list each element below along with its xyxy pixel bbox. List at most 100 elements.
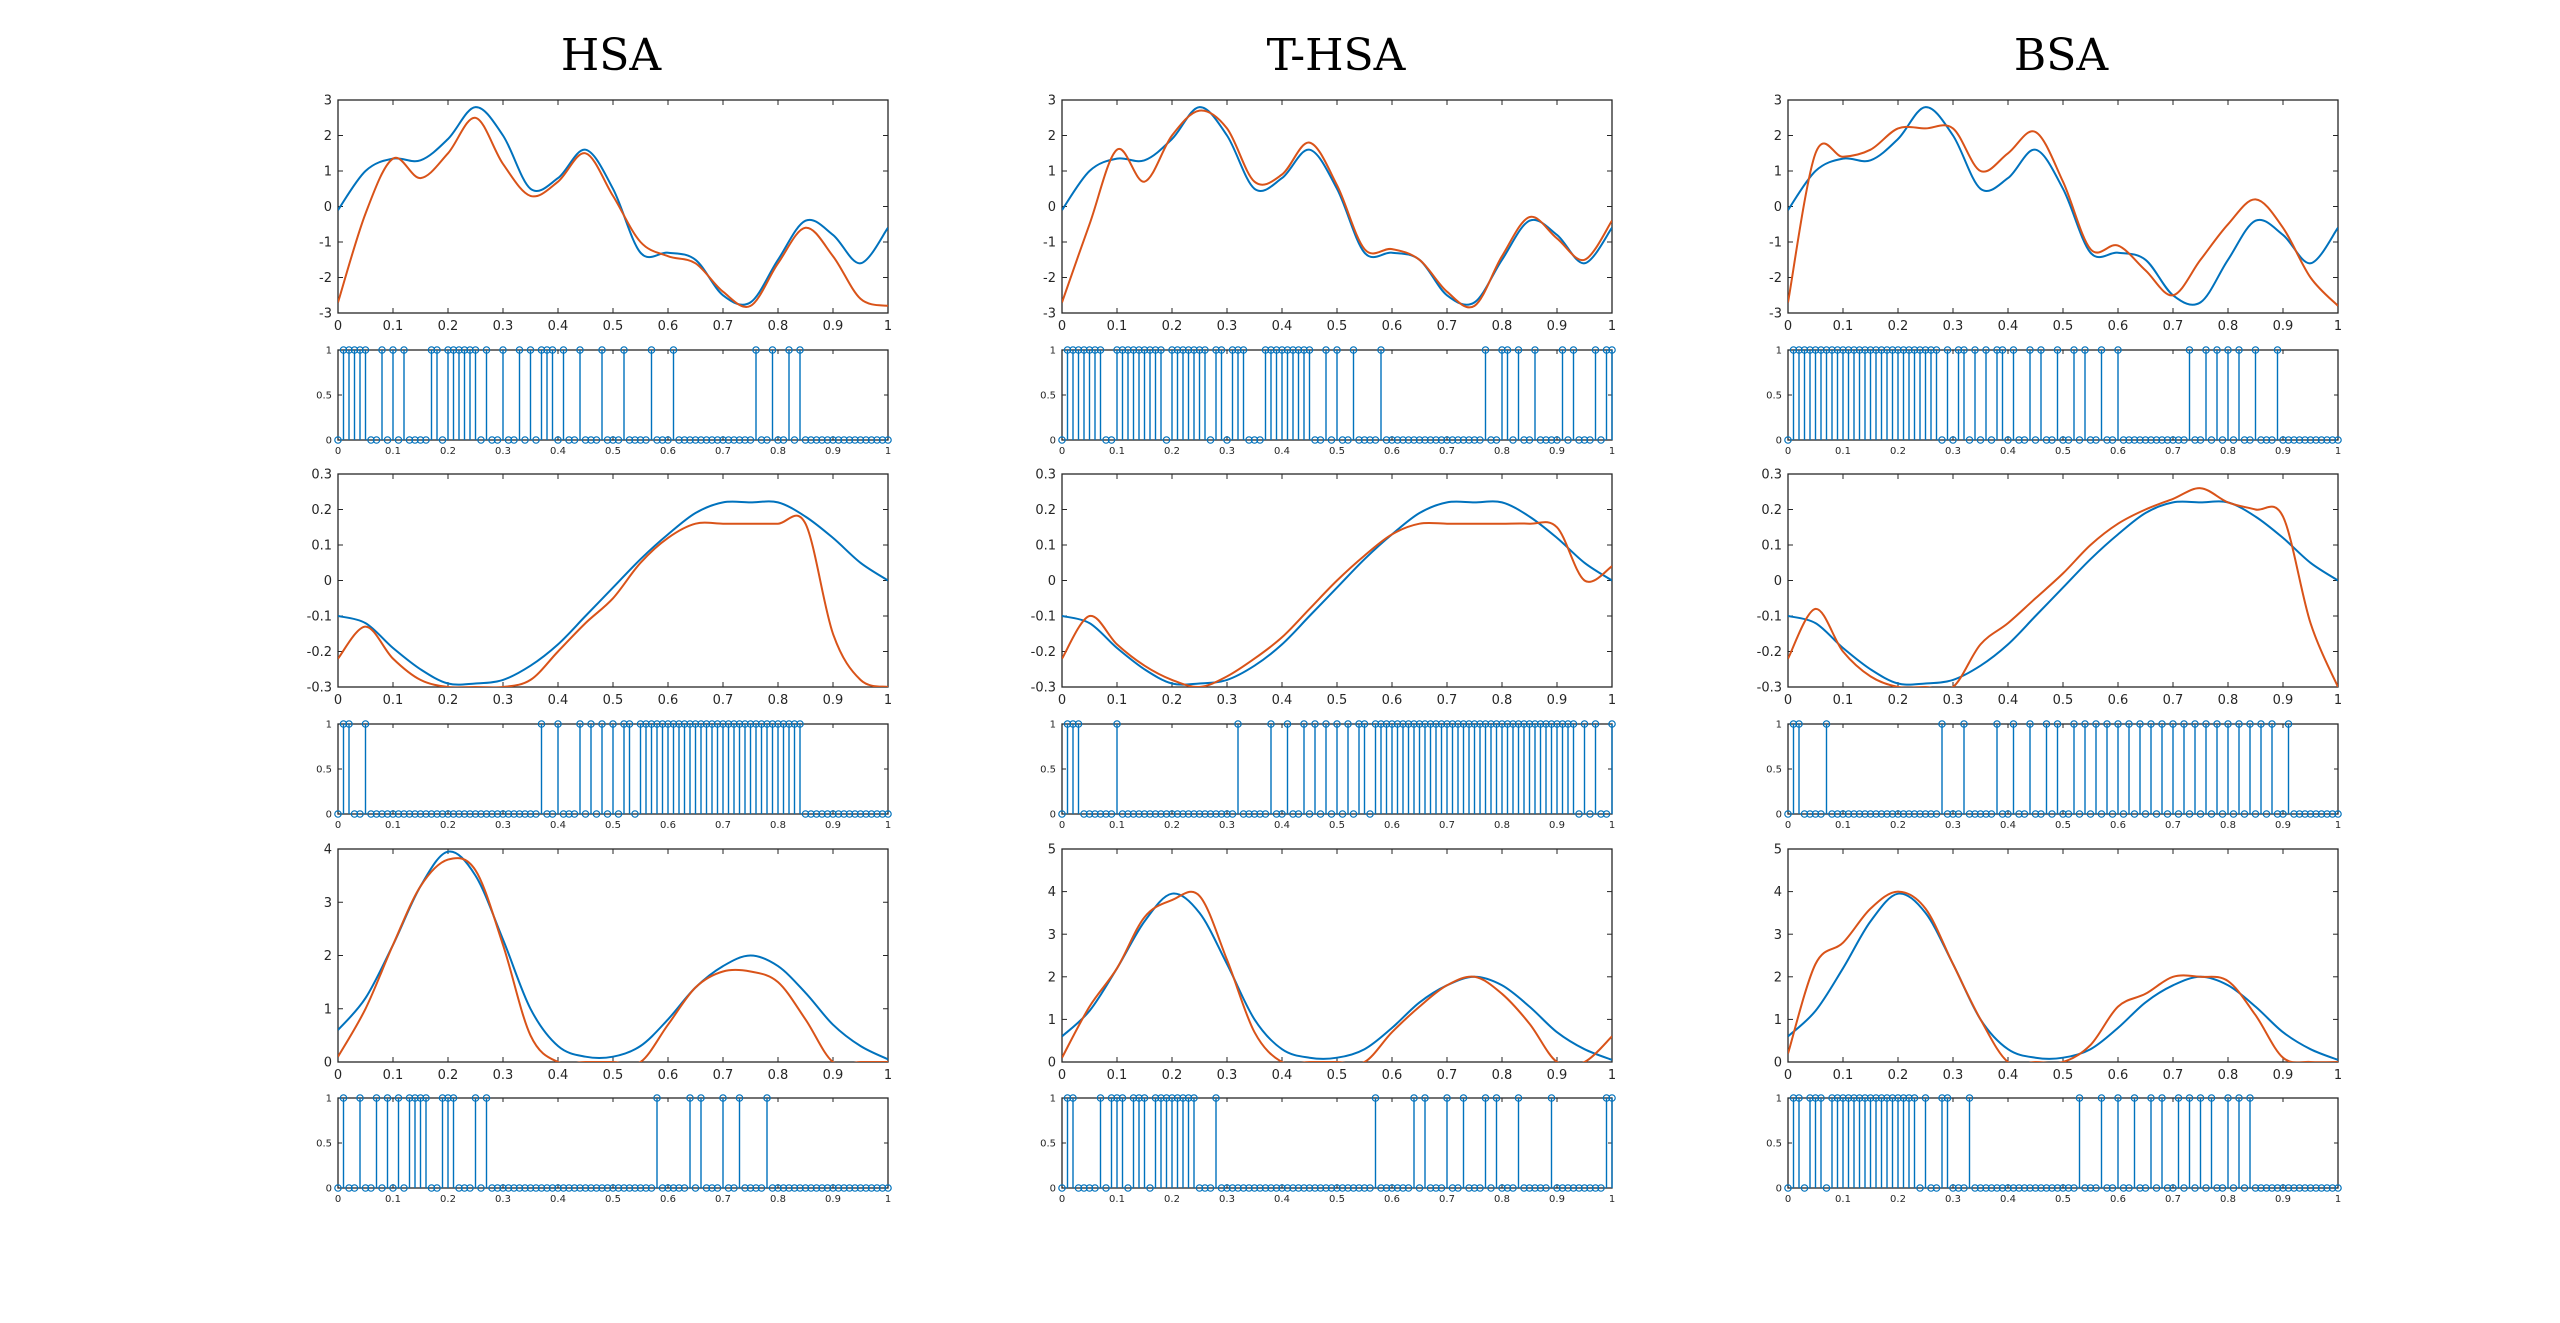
x-tick-label: 0.5 [603, 1068, 624, 1083]
stem-marker-spike [1146, 346, 1154, 354]
stem-marker-spike [1938, 720, 1946, 728]
stem-marker-spike [400, 346, 408, 354]
x-tick-label: 0.2 [1162, 1068, 1183, 1083]
hsa-signal-1-axes: 0 0.1 0.2 0.3 0.4 0.5 0.6 0.7 0.8 0.9 1 -3 -2 -1 0 1 2 3 [319, 94, 892, 334]
stem-marker-zero [724, 1184, 733, 1192]
stem-marker-spike [1300, 720, 1308, 728]
x-tick-label: 0.5 [2053, 1068, 2074, 1083]
stem-marker-spike [680, 720, 689, 728]
y-tick-label: 2 [324, 949, 332, 964]
stem-marker-zero [1129, 810, 1138, 818]
stem-marker-spike [471, 346, 480, 354]
stem-marker-zero [1861, 810, 1869, 818]
x-tick-label: 0.6 [1384, 820, 1400, 831]
stem-marker-spike [1432, 720, 1440, 728]
stem-marker-zero [1118, 810, 1127, 818]
stem-marker-spike [460, 346, 469, 354]
x-tick-label: 0 [1784, 693, 1792, 708]
thsa-spikes-2-axes: 0 0.1 0.2 0.3 0.4 0.5 0.6 0.7 0.8 0.9 1 0 0.5 1 [1040, 720, 1616, 831]
stem-marker-zero [411, 436, 419, 444]
y-tick-label: 4 [1774, 885, 1782, 900]
stem-marker-zero [862, 1184, 870, 1192]
stem-marker-zero [361, 1184, 370, 1192]
stem-marker-spike [422, 1094, 430, 1102]
x-tick-label: 0.6 [2110, 1194, 2126, 1205]
stem-marker-zero [2290, 1184, 2298, 1192]
stem-marker-spike [752, 720, 760, 728]
stem-marker-spike [1184, 1094, 1193, 1102]
y-tick-label: 4 [1048, 885, 1056, 900]
stem-marker-zero [1806, 810, 1814, 818]
stem-marker-zero [1102, 1184, 1110, 1192]
y-tick-label: 1 [1776, 346, 1782, 357]
stem-marker-zero [2152, 810, 2161, 818]
stem-marker-zero [2323, 1184, 2331, 1192]
stem-marker-zero [499, 1184, 507, 1192]
stem-marker-zero [2125, 1184, 2133, 1192]
stem-marker-zero [2312, 810, 2320, 818]
stem-marker-zero [625, 436, 634, 444]
stem-marker-spike [1459, 1094, 1468, 1102]
stem-marker-zero [856, 436, 865, 444]
stem-marker-spike [2136, 720, 2144, 728]
stem-marker-zero [2180, 436, 2188, 444]
stem-marker-spike [466, 346, 474, 354]
stem-marker-zero [1811, 810, 1820, 818]
stem-marker-zero [433, 1184, 441, 1192]
stem-marker-zero [334, 1184, 342, 1192]
x-tick-label: 0.1 [1835, 446, 1851, 457]
stem-marker-spike [1883, 1094, 1891, 1102]
stem-marker-zero [2306, 1184, 2315, 1192]
stem-marker-spike [405, 1094, 414, 1102]
x-tick-label: 0.5 [603, 319, 624, 334]
y-tick-label: 0 [1048, 1056, 1056, 1071]
stem-marker-spike [1509, 720, 1517, 728]
stem-marker-spike [1212, 1094, 1220, 1102]
stem-marker-zero [1580, 436, 1589, 444]
stem-marker-zero [1333, 1184, 1341, 1192]
x-tick-label: 0.5 [605, 820, 621, 831]
stem-marker-zero [851, 810, 859, 818]
x-tick-label: 0.6 [2108, 1068, 2129, 1083]
stem-marker-zero [2240, 1184, 2249, 1192]
stem-marker-zero [2218, 436, 2227, 444]
stem-marker-zero [2180, 1184, 2188, 1192]
stem-marker-spike [1899, 1094, 1908, 1102]
stem-marker-zero [675, 436, 683, 444]
stem-marker-spike [609, 720, 617, 728]
stem-marker-zero [2136, 1184, 2144, 1192]
stem-marker-zero [823, 436, 832, 444]
stem-marker-spike [576, 720, 584, 728]
x-tick-label: 0.6 [2108, 693, 2129, 708]
stem-marker-zero [2257, 1184, 2265, 1192]
stem-marker-spike [449, 346, 458, 354]
stem-marker-zero [1399, 1184, 1407, 1192]
stem-marker-zero [1987, 810, 1996, 818]
stem-marker-spike [2037, 346, 2045, 354]
stem-marker-zero [1393, 436, 1402, 444]
stem-marker-spike [1080, 346, 1088, 354]
stem-marker-zero [554, 1184, 562, 1192]
x-tick-label: 0.3 [1217, 693, 1238, 708]
stem-marker-zero [625, 1184, 634, 1192]
x-tick-label: 0.7 [1439, 820, 1455, 831]
stem-marker-spike [2235, 1094, 2243, 1102]
stem-marker-spike [1817, 1094, 1825, 1102]
stem-marker-spike [1514, 720, 1523, 728]
x-tick-label: 0.7 [1437, 1068, 1458, 1083]
stem-marker-zero [488, 436, 496, 444]
stem-marker-spike [2053, 346, 2062, 354]
stem-marker-spike [730, 720, 738, 728]
stem-marker-zero [2048, 436, 2056, 444]
stem-marker-spike [1063, 1094, 1072, 1102]
stem-marker-zero [581, 1184, 590, 1192]
stem-marker-zero [1085, 810, 1094, 818]
x-tick-label: 1 [2334, 319, 2342, 334]
stem-marker-zero [1239, 1184, 1248, 1192]
bsa-signal-1-plot-area [1787, 99, 2339, 314]
stem-marker-zero [1437, 1184, 1446, 1192]
stem-marker-zero [1074, 1184, 1083, 1192]
stem-marker-zero [1910, 810, 1919, 818]
stem-marker-spike [1789, 720, 1798, 728]
x-tick-label: 0.7 [1437, 319, 1458, 334]
